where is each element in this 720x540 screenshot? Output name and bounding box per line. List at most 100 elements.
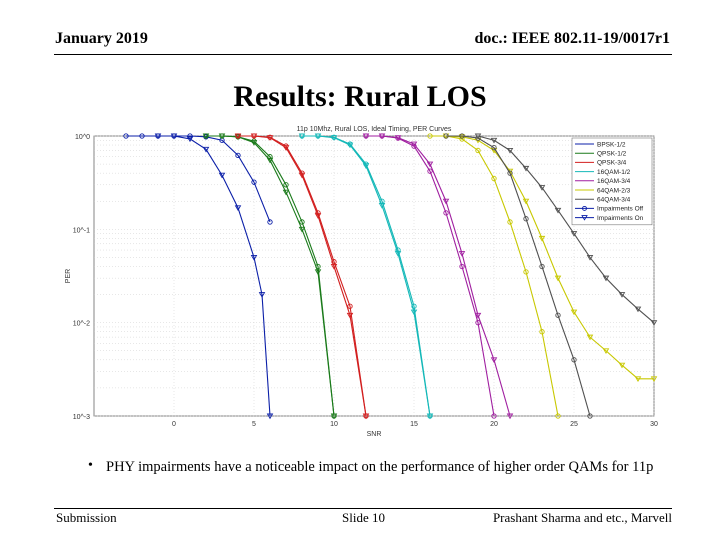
- data-point: [299, 219, 305, 225]
- footer-divider: [54, 508, 672, 509]
- x-axis-label: SNR: [367, 431, 382, 438]
- data-point: [506, 413, 514, 420]
- data-point: [378, 203, 386, 209]
- data-point: [283, 182, 289, 188]
- footer-submission: Submission: [56, 510, 117, 525]
- header-doc-id: doc.: IEEE 802.11-19/0017r1: [474, 30, 670, 47]
- x-tick-label: 20: [490, 421, 498, 428]
- legend-label: QPSK-3/4: [597, 160, 627, 167]
- data-point: [427, 133, 433, 139]
- data-point: [427, 168, 433, 174]
- data-point: [458, 134, 466, 141]
- data-point: [267, 219, 273, 225]
- data-point: [330, 135, 338, 141]
- data-point: [443, 133, 449, 139]
- data-point: [362, 413, 370, 420]
- data-point: [331, 259, 337, 265]
- data-point: [410, 141, 418, 148]
- data-point: [347, 303, 353, 309]
- data-point: [506, 148, 514, 154]
- data-point: [218, 172, 226, 179]
- data-point: [266, 413, 274, 420]
- data-point: [218, 133, 226, 140]
- data-point: [507, 170, 513, 176]
- data-point: [314, 133, 322, 140]
- data-point: [266, 135, 274, 141]
- bullet-text: PHY impairments have a noticeable impact…: [106, 459, 654, 475]
- data-point: [258, 292, 266, 298]
- data-point: [442, 198, 450, 205]
- series-line: [446, 135, 591, 417]
- y-tick-label: 10^0: [75, 134, 90, 141]
- data-point: [538, 185, 546, 191]
- data-point: [170, 133, 178, 140]
- series-line: [206, 135, 335, 417]
- series-line: [430, 135, 559, 417]
- data-point: [250, 140, 258, 146]
- data-point: [570, 309, 578, 316]
- data-point: [587, 413, 593, 419]
- data-point: [426, 161, 434, 168]
- data-point: [362, 133, 370, 140]
- data-point: [475, 147, 481, 154]
- data-point: [618, 292, 626, 298]
- data-point: [586, 254, 594, 261]
- data-point: [570, 231, 578, 237]
- series-line: [238, 135, 367, 417]
- data-point: [522, 198, 530, 205]
- data-point: [554, 275, 562, 282]
- slide-title: Results: Rural LOS: [233, 80, 487, 113]
- data-point: [586, 334, 594, 341]
- data-point: [298, 226, 306, 233]
- data-point: [394, 251, 402, 257]
- data-point: [634, 376, 642, 383]
- data-point: [602, 275, 610, 282]
- data-point: [491, 175, 497, 182]
- x-tick-label: 30: [650, 421, 658, 428]
- footer-authors: Prashant Sharma and etc., Marvell: [492, 510, 672, 525]
- x-tick-label: 10: [330, 421, 338, 428]
- data-point: [634, 306, 642, 313]
- header-divider: [54, 54, 672, 55]
- data-point: [410, 309, 418, 316]
- data-point: [139, 133, 145, 139]
- legend-label: QPSK-1/2: [597, 151, 627, 158]
- y-tick-label: 10^-3: [73, 414, 90, 421]
- data-point: [523, 216, 529, 222]
- legend-label: 64QAM-2/3: [597, 187, 631, 194]
- legend-marker: [581, 215, 588, 221]
- data-point: [650, 376, 658, 383]
- legend-label: 64QAM-3/4: [597, 197, 631, 204]
- data-point: [234, 133, 242, 140]
- data-point: [346, 142, 354, 149]
- footer-slide-number: Slide 10: [342, 510, 385, 525]
- y-tick-label: 10^-1: [73, 227, 90, 234]
- data-point: [602, 348, 610, 354]
- data-point: [154, 133, 162, 140]
- data-point: [475, 135, 481, 141]
- data-point: [314, 269, 322, 276]
- data-point: [394, 135, 402, 141]
- data-point: [538, 235, 546, 242]
- data-point: [362, 163, 370, 169]
- data-point: [251, 179, 257, 185]
- data-point: [234, 205, 242, 212]
- data-point: [554, 207, 562, 214]
- data-point: [411, 303, 417, 309]
- data-point: [523, 269, 529, 275]
- data-point: [187, 133, 193, 139]
- data-point: [123, 133, 129, 139]
- data-point: [555, 413, 561, 419]
- data-point: [330, 413, 338, 420]
- series-line: [126, 135, 271, 223]
- data-point: [474, 312, 482, 319]
- chart-title: 11p 10Mhz, Rural LOS, Ideal Timing, PER …: [297, 126, 452, 133]
- bullet-marker: •: [88, 458, 93, 473]
- data-point: [202, 133, 210, 140]
- data-point: [618, 362, 626, 369]
- data-point: [298, 133, 306, 140]
- x-tick-label: 15: [410, 421, 418, 428]
- x-tick-label: 0: [172, 421, 176, 428]
- data-point: [539, 263, 545, 270]
- data-point: [346, 312, 354, 319]
